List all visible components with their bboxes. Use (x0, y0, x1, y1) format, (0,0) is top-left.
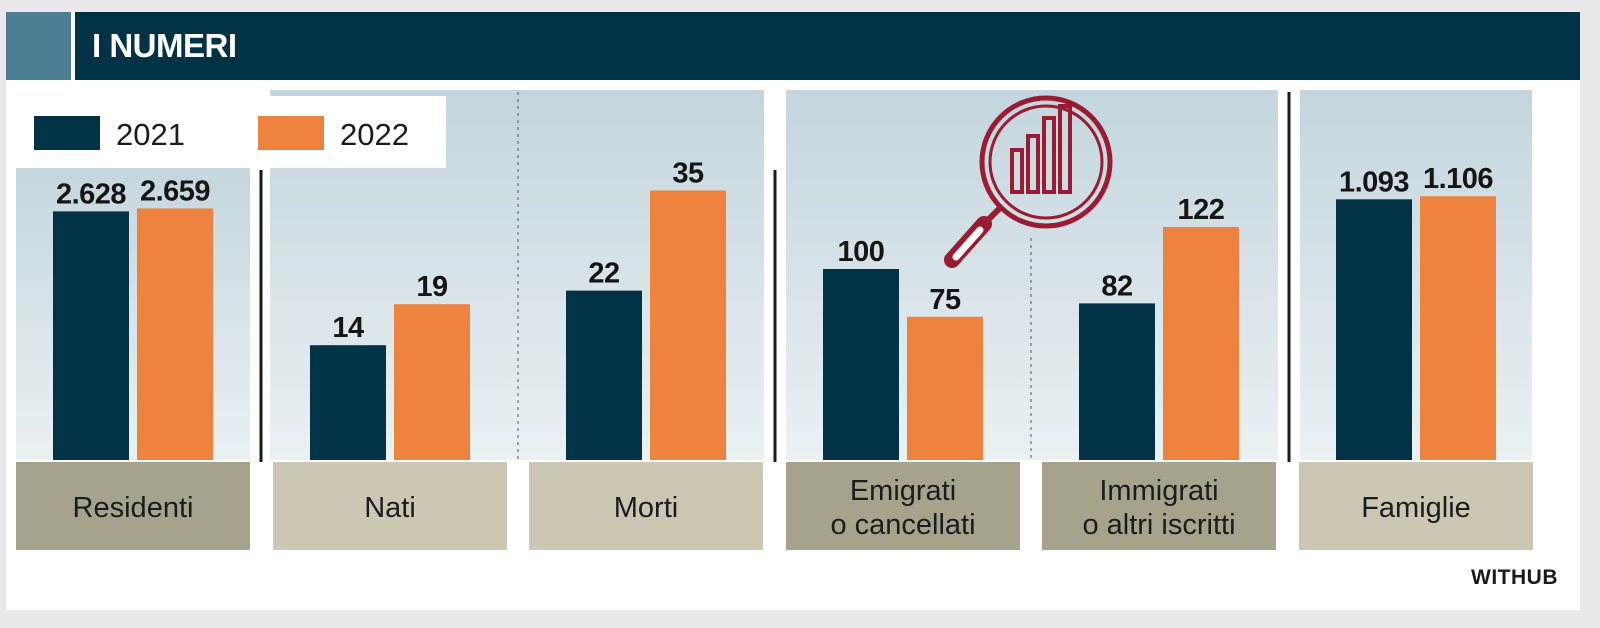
bar-immigrati-o-altri-iscritti-2022 (1163, 226, 1239, 460)
category-label-morti: Morti (614, 492, 678, 524)
header-accent-block (6, 12, 71, 80)
legend-swatch-2022 (258, 116, 324, 150)
value-label-residenti-2022: 2.659 (140, 175, 210, 207)
bar-famiglie-2021 (1336, 199, 1412, 460)
header-bar: I NUMERI (6, 12, 1580, 80)
value-label-nati-2021: 14 (332, 312, 364, 344)
panel-bg-famiglie (1300, 90, 1532, 460)
bar-nati-2022 (394, 304, 470, 460)
value-label-famiglie-2021: 1.093 (1339, 166, 1409, 198)
chart-title: I NUMERI (92, 27, 237, 64)
value-label-morti-2022: 35 (672, 158, 704, 190)
category-label-box-residenti (16, 462, 250, 550)
category-label-box-nati (273, 462, 507, 550)
bar-nati-2021 (310, 345, 386, 460)
header-divider (71, 12, 75, 80)
bar-emigrati-o-cancellati-2022 (907, 316, 983, 460)
bar-emigrati-o-cancellati-2021 (823, 269, 899, 460)
bar-immigrati-o-altri-iscritti-2021 (1079, 303, 1155, 460)
infographic-card: Residenti 2.628 2.659 Nati 14 19 Morti 22 35 Emig… (6, 12, 1580, 610)
bar-famiglie-2022 (1420, 196, 1496, 460)
bar-morti-2021 (566, 290, 642, 460)
value-label-emigrati-o-cancellati-2021: 100 (838, 236, 885, 268)
legend-label-2021: 2021 (116, 117, 185, 152)
bar-morti-2022 (650, 190, 726, 460)
value-label-immigrati-o-altri-iscritti-2021: 82 (1101, 270, 1132, 302)
legend-swatch-2021 (34, 116, 100, 150)
bar-chart: Residenti 2.628 2.659 Nati 14 19 Morti 22 35 Emig… (16, 90, 1533, 550)
value-label-residenti-2021: 2.628 (56, 178, 126, 210)
category-label-emigrati-o-cancellati-line-1: Emigrati (850, 475, 956, 507)
category-label-box-immigrati-o-altri-iscritti (1042, 462, 1276, 550)
magnifier-chart-icon (944, 95, 1113, 268)
value-label-immigrati-o-altri-iscritti-2022: 122 (1178, 194, 1225, 226)
category-label-emigrati-o-cancellati-line-2: o cancellati (830, 509, 975, 541)
credit-label: WITHUB (1471, 566, 1558, 589)
value-label-emigrati-o-cancellati-2022: 75 (929, 284, 961, 316)
category-label-residenti: Residenti (73, 492, 194, 524)
value-label-morti-2021: 22 (588, 258, 619, 290)
category-label-box-morti (529, 462, 763, 550)
value-label-nati-2022: 19 (416, 271, 448, 303)
category-label-immigrati-o-altri-iscritti-line-1: Immigrati (1099, 475, 1218, 507)
category-label-box-famiglie (1299, 462, 1533, 550)
bar-residenti-2021 (53, 211, 129, 460)
panel-bg-residenti (16, 156, 250, 460)
value-label-famiglie-2022: 1.106 (1423, 163, 1493, 195)
bar-residenti-2022 (137, 208, 213, 460)
legend: 2021 2022 (6, 96, 446, 168)
category-label-famiglie: Famiglie (1361, 492, 1471, 524)
category-label-nati: Nati (364, 492, 416, 524)
category-label-box-emigrati-o-cancellati (786, 462, 1020, 550)
category-label-immigrati-o-altri-iscritti-line-2: o altri iscritti (1082, 509, 1235, 541)
legend-label-2022: 2022 (340, 117, 409, 152)
